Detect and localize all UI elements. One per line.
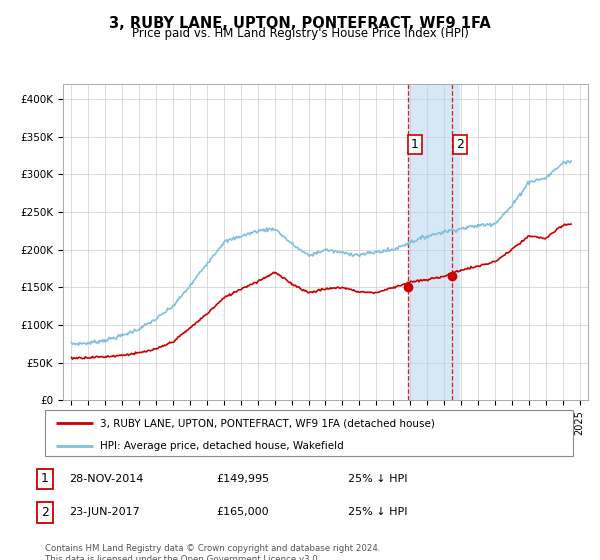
Bar xyxy=(409,84,459,400)
Text: Contains HM Land Registry data © Crown copyright and database right 2024.
This d: Contains HM Land Registry data © Crown c… xyxy=(45,544,380,560)
Text: 28-NOV-2014: 28-NOV-2014 xyxy=(69,474,143,484)
Text: 2: 2 xyxy=(456,138,464,151)
Text: Price paid vs. HM Land Registry's House Price Index (HPI): Price paid vs. HM Land Registry's House … xyxy=(131,27,469,40)
Text: £149,995: £149,995 xyxy=(216,474,269,484)
Text: 2: 2 xyxy=(41,506,49,519)
Text: 1: 1 xyxy=(41,472,49,486)
Text: 25% ↓ HPI: 25% ↓ HPI xyxy=(348,474,407,484)
FancyBboxPatch shape xyxy=(45,410,573,456)
Text: 1: 1 xyxy=(411,138,419,151)
Text: 25% ↓ HPI: 25% ↓ HPI xyxy=(348,507,407,517)
Text: 3, RUBY LANE, UPTON, PONTEFRACT, WF9 1FA (detached house): 3, RUBY LANE, UPTON, PONTEFRACT, WF9 1FA… xyxy=(100,418,436,428)
Text: £165,000: £165,000 xyxy=(216,507,269,517)
Text: HPI: Average price, detached house, Wakefield: HPI: Average price, detached house, Wake… xyxy=(100,441,344,451)
Text: 3, RUBY LANE, UPTON, PONTEFRACT, WF9 1FA: 3, RUBY LANE, UPTON, PONTEFRACT, WF9 1FA xyxy=(109,16,491,31)
Text: 23-JUN-2017: 23-JUN-2017 xyxy=(69,507,140,517)
